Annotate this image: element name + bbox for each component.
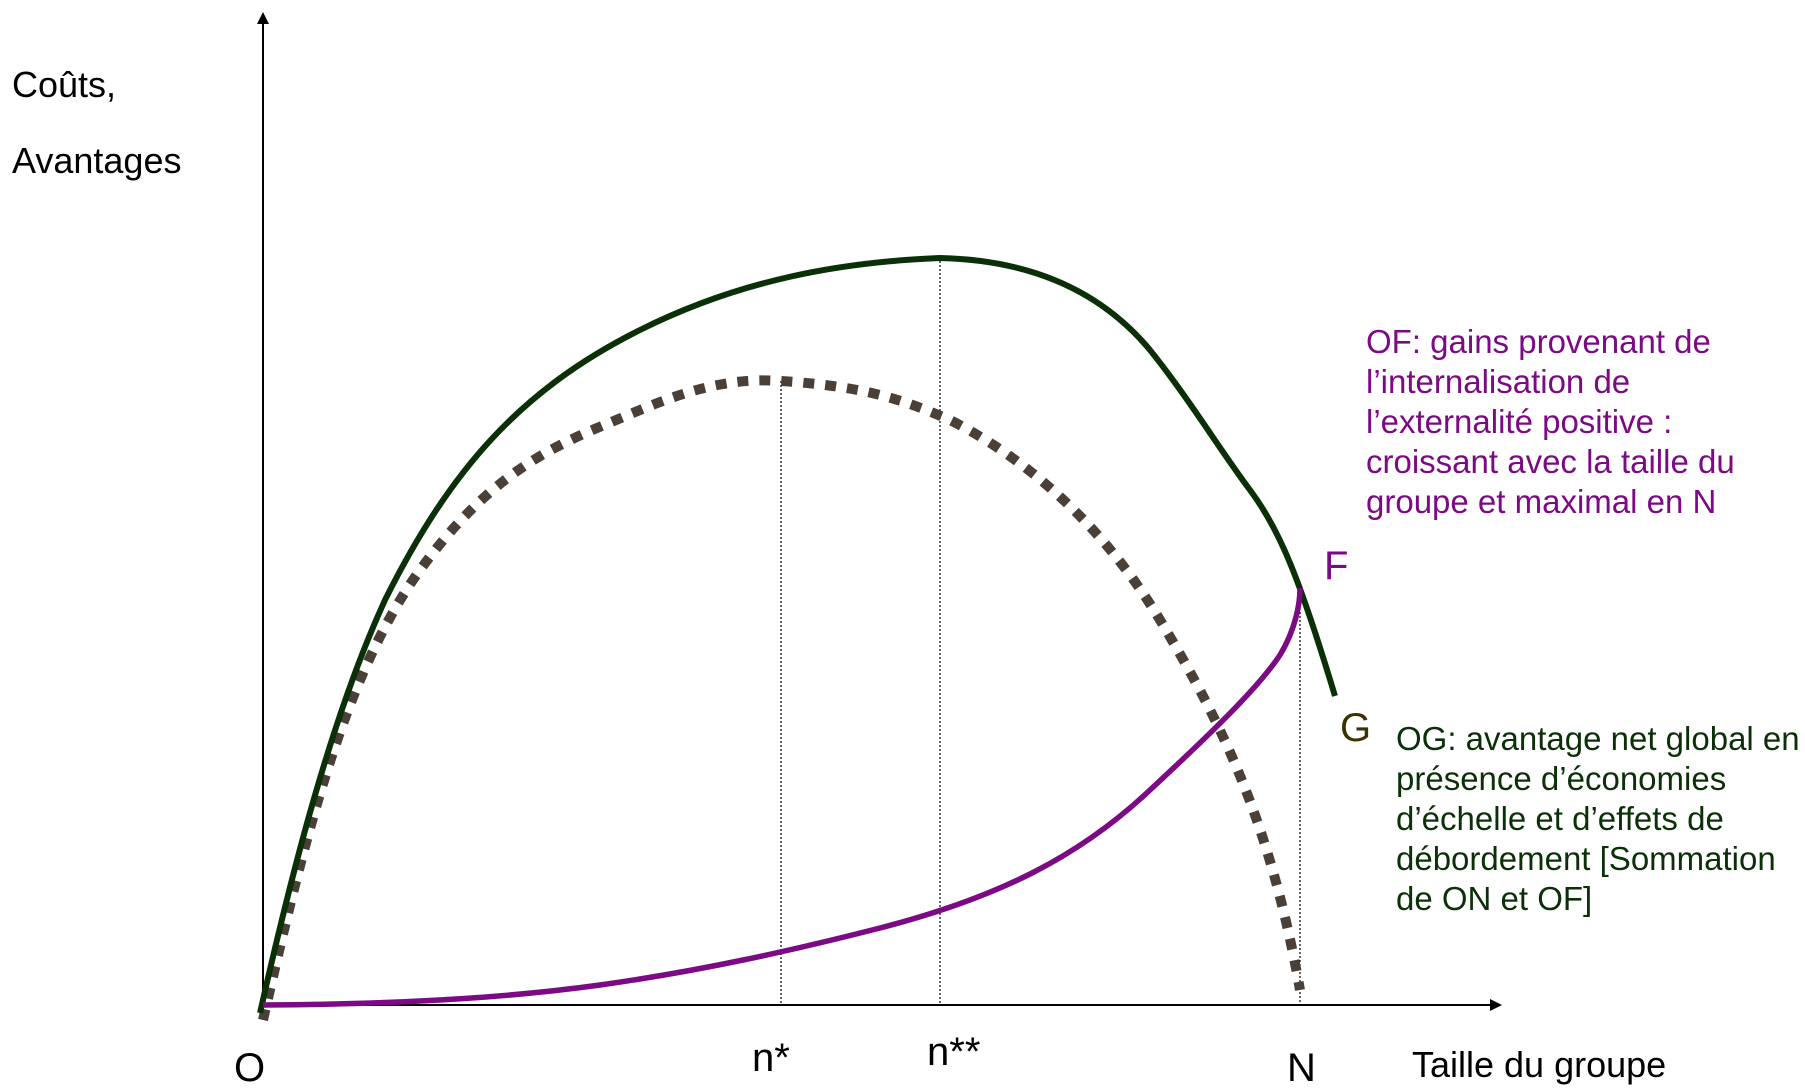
tick-label-N: N bbox=[1287, 1046, 1316, 1090]
origin-label: O bbox=[234, 1046, 266, 1090]
curve-ON-dotted bbox=[258, 375, 1305, 1022]
y-axis-label-line1: Coûts, bbox=[12, 64, 117, 105]
tick-label-n-star: n* bbox=[752, 1036, 790, 1080]
curve-OF bbox=[262, 587, 1303, 1008]
point-label-G: G bbox=[1340, 706, 1372, 750]
point-label-F: F bbox=[1324, 544, 1349, 588]
tick-label-n-star-star: n** bbox=[927, 1030, 981, 1074]
note-OG: OG: avantage net global en présence d’éc… bbox=[1396, 720, 1800, 917]
curve-OG bbox=[257, 254, 1338, 1014]
y-axis-label-line2: Avantages bbox=[12, 140, 182, 181]
note-OF: OF: gains provenant de l’internalisation… bbox=[1366, 323, 1735, 520]
x-axis-label: Taille du groupe bbox=[1412, 1044, 1667, 1085]
